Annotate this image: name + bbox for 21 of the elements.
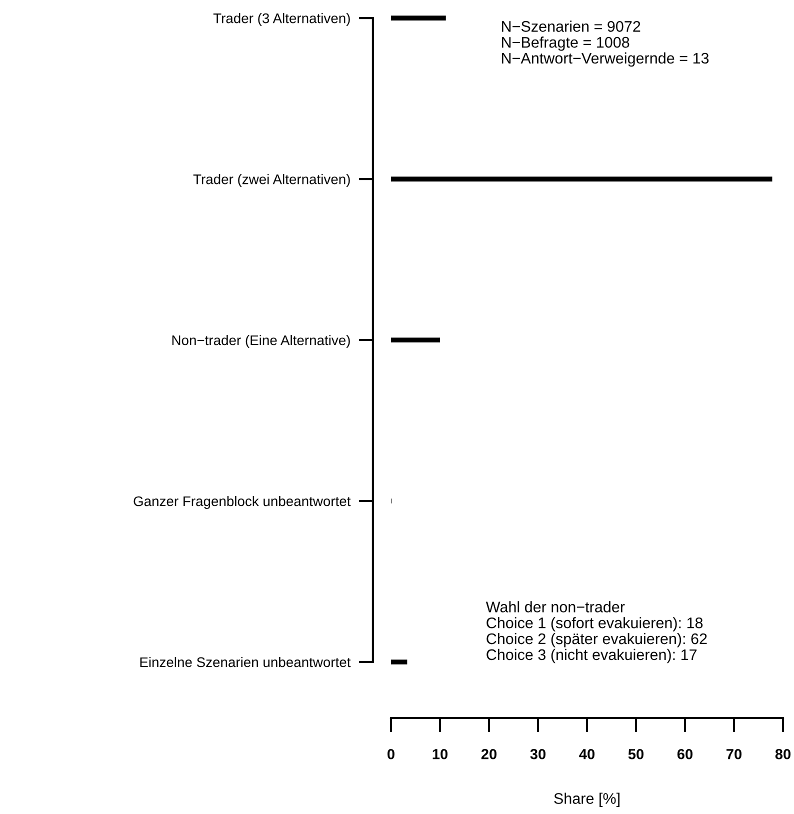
annotation: Wahl der non−trader Choice 1 (sofort evakuieren): 18 Choice 2 (später evakuieren): 62 Choice 3 (nicht evakuieren): 17 bbox=[486, 601, 707, 664]
x-tick-label: 60 bbox=[677, 748, 693, 760]
x-tick-label: 20 bbox=[481, 748, 497, 760]
y-tick-label: Ganzer Fragenblock unbeantwortet bbox=[134, 496, 351, 509]
x-tick-label: 80 bbox=[775, 748, 791, 760]
x-tick-label: 10 bbox=[432, 748, 448, 760]
annotation: N−Szenarien = 9072 N−Befragte = 1008 N−Antwort−Verweigernde = 13 bbox=[502, 20, 709, 67]
x-axis-title: Share [%] bbox=[554, 792, 620, 807]
bar bbox=[391, 16, 446, 20]
x-tick-label: 40 bbox=[579, 748, 595, 760]
y-tick-label: Einzelne Szenarien unbeantwortet bbox=[140, 656, 351, 668]
bar bbox=[391, 176, 772, 182]
x-tick-label: 30 bbox=[530, 748, 546, 760]
bar bbox=[391, 338, 440, 342]
y-tick-label: Non−trader (Eine Alternative) bbox=[172, 334, 350, 348]
x-tick-label: 70 bbox=[726, 748, 742, 760]
x-tick-label: 0 bbox=[388, 748, 394, 760]
y-tick-label: Trader (3 Alternativen) bbox=[213, 13, 350, 26]
bar bbox=[391, 660, 408, 664]
y-tick-label: Trader (zwei Alternativen) bbox=[193, 174, 350, 187]
x-tick-label: 50 bbox=[628, 748, 644, 760]
